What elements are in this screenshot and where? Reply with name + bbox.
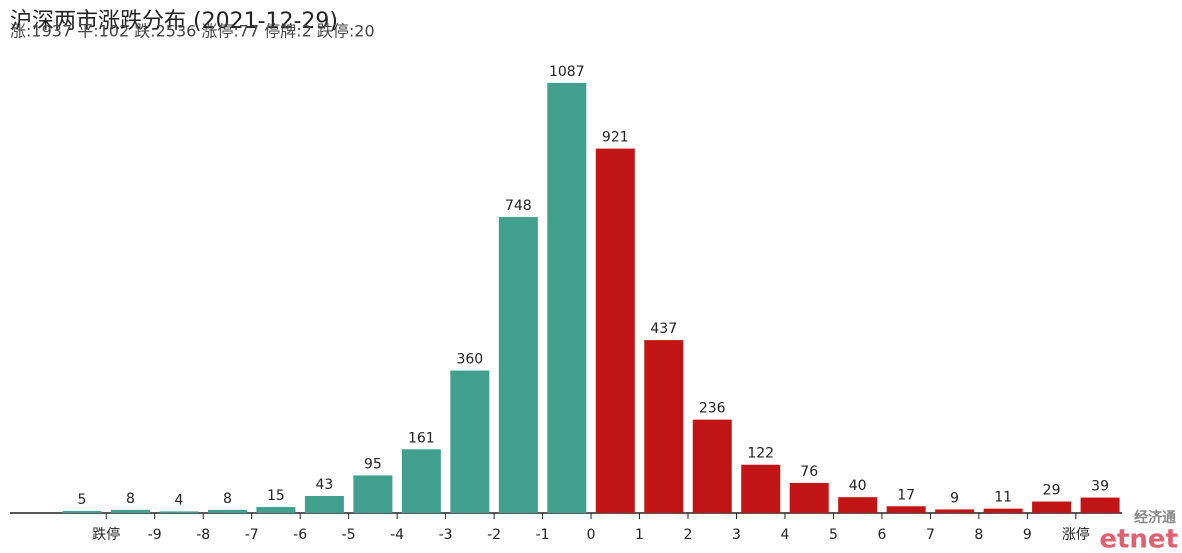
x-tick-label: 5 xyxy=(829,527,838,543)
bar xyxy=(983,508,1023,513)
value-label: 921 xyxy=(602,130,629,146)
bar xyxy=(256,507,296,513)
x-tick-label: 6 xyxy=(877,527,886,543)
x-tick-label: -1 xyxy=(536,527,550,543)
x-tick-label: 涨停 xyxy=(1062,526,1090,543)
x-tick-label: 1 xyxy=(635,527,644,543)
x-tick-label: -3 xyxy=(439,527,453,543)
bar xyxy=(741,464,781,513)
value-label: 1087 xyxy=(549,64,585,80)
x-tick-label: -8 xyxy=(196,527,210,543)
value-label: 161 xyxy=(408,430,435,446)
value-label: 15 xyxy=(267,488,285,504)
bar xyxy=(401,449,441,513)
x-tick-label: 2 xyxy=(684,527,693,543)
value-label: 360 xyxy=(456,352,483,368)
bar xyxy=(207,509,247,513)
value-label: 29 xyxy=(1043,483,1061,499)
bar xyxy=(353,475,393,513)
watermark-top: 经济通 xyxy=(1134,509,1176,526)
x-tick-label: 8 xyxy=(974,527,983,543)
value-label: 95 xyxy=(364,456,382,472)
bar xyxy=(62,511,102,513)
x-tick-label: 3 xyxy=(732,527,741,543)
x-tick-label: -7 xyxy=(245,527,259,543)
bar xyxy=(595,148,635,513)
x-tick-label: -9 xyxy=(148,527,162,543)
bar xyxy=(692,419,732,513)
watermark-bottom: etnet xyxy=(1099,525,1178,553)
bar xyxy=(159,511,199,513)
bar xyxy=(547,82,587,513)
value-label: 437 xyxy=(650,321,677,337)
bar xyxy=(1080,497,1120,513)
bar xyxy=(886,506,926,513)
value-label: 76 xyxy=(800,464,818,480)
value-label: 8 xyxy=(126,491,135,507)
value-label: 17 xyxy=(897,487,915,503)
value-label: 748 xyxy=(505,198,532,214)
value-label: 9 xyxy=(950,490,959,506)
value-label: 4 xyxy=(174,492,183,508)
bar xyxy=(304,495,344,513)
value-label: 5 xyxy=(78,492,87,508)
value-label: 11 xyxy=(994,490,1012,506)
value-label: 122 xyxy=(747,446,774,462)
bar xyxy=(935,509,975,513)
bar xyxy=(110,509,150,513)
bar xyxy=(498,217,538,513)
bar xyxy=(1032,501,1072,513)
x-tick-label: 4 xyxy=(780,527,789,543)
value-label: 43 xyxy=(315,477,333,493)
x-tick-label: -4 xyxy=(390,527,404,543)
x-tick-label: -5 xyxy=(342,527,356,543)
x-tick-label: 7 xyxy=(926,527,935,543)
chart-title: 沪深两市涨跌分布 (2021-12-29) xyxy=(10,9,338,34)
chart-subtitle: 涨:1937 平:102 跌:2536 涨停:77 停牌:2 跌停:20 xyxy=(10,22,375,41)
bar xyxy=(789,482,829,513)
value-label: 40 xyxy=(849,478,867,494)
bar xyxy=(450,370,490,513)
x-tick-label: -2 xyxy=(487,527,501,543)
bar xyxy=(644,340,684,513)
x-tick-label: 9 xyxy=(1023,527,1032,543)
value-label: 236 xyxy=(699,401,726,417)
value-label: 39 xyxy=(1091,479,1109,495)
x-tick-label: -6 xyxy=(293,527,307,543)
value-label: 8 xyxy=(223,491,232,507)
x-tick-label: 0 xyxy=(587,527,596,543)
bar xyxy=(838,497,878,513)
x-tick-label: 跌停 xyxy=(92,526,120,543)
